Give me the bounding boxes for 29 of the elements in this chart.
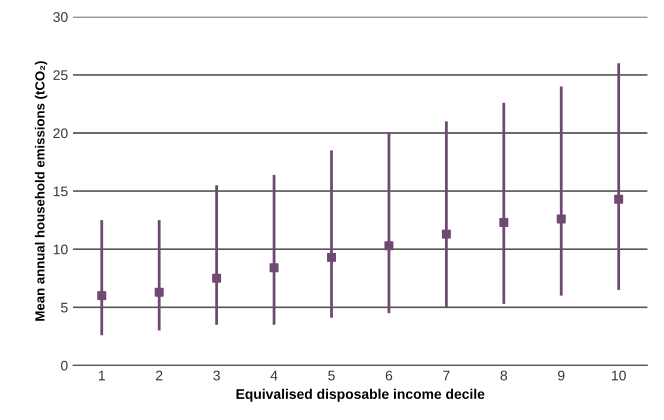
y-tick-label: 15 — [54, 186, 68, 196]
point — [614, 194, 624, 204]
point — [212, 274, 222, 283]
point — [327, 252, 336, 262]
y-tick-label: 0 — [61, 360, 68, 371]
y-tick-label: 5 — [61, 302, 68, 312]
x-tick-label: 1 — [98, 370, 105, 380]
x-tick-label: 2 — [156, 370, 162, 380]
point — [499, 218, 508, 227]
point — [270, 263, 279, 272]
x-tick-label: 7 — [443, 370, 450, 380]
y-tick-label: 25 — [53, 70, 68, 80]
x-tick-label: 5 — [328, 370, 335, 380]
x-tick-label: 6 — [386, 370, 392, 380]
x-tick-label: 10 — [612, 370, 626, 380]
x-tick-label: 4 — [270, 370, 278, 380]
point — [384, 241, 394, 250]
x-axis-title: Equivalised disposable income decile — [236, 388, 484, 402]
point — [154, 288, 164, 297]
x-tick-label: 3 — [213, 370, 220, 380]
y-axis-title: Mean annual household emissions (tCO₂) — [34, 61, 48, 321]
x-tick-label: 9 — [558, 370, 564, 380]
y-tick-label: 20 — [53, 128, 68, 138]
point — [97, 291, 106, 300]
y-tick-label: 10 — [54, 244, 68, 254]
point — [556, 214, 566, 224]
y-tick-label: 30 — [53, 12, 68, 22]
x-tick-label: 8 — [500, 370, 508, 380]
point — [442, 230, 451, 239]
